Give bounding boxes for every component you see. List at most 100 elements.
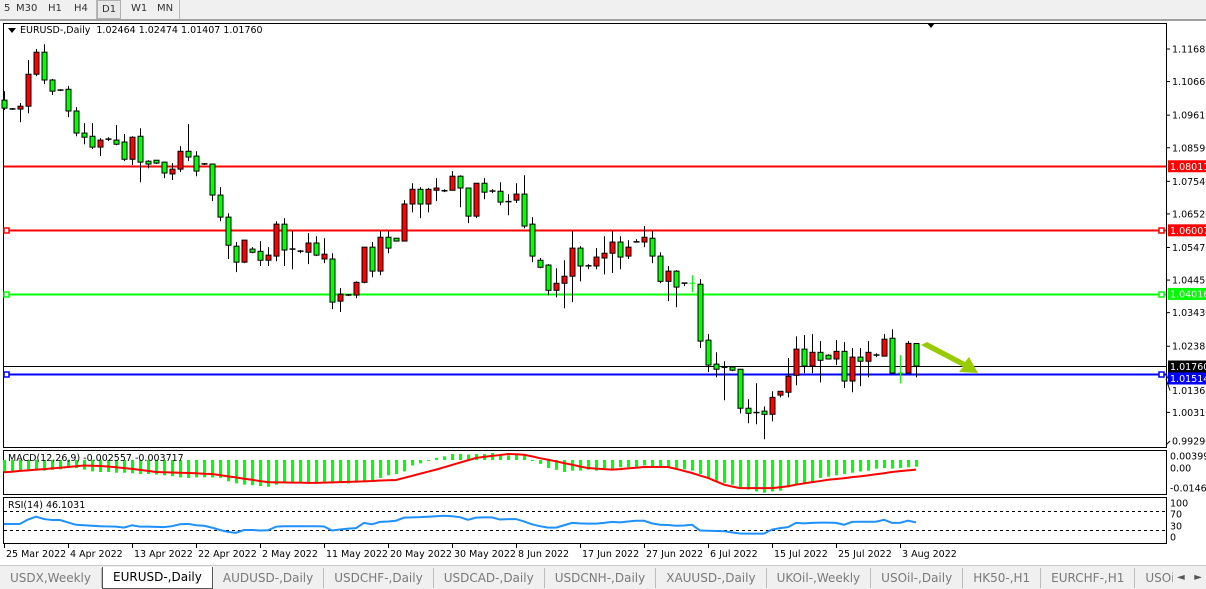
macd-histogram-bar <box>539 460 542 464</box>
candle-body <box>802 349 807 366</box>
macd-histogram-bar <box>875 460 878 469</box>
scroll-left-icon[interactable]: ◄ <box>1177 572 1185 583</box>
candle <box>530 217 535 262</box>
candle-body <box>810 352 815 366</box>
date-axis-label: 4 Apr 2022 <box>70 549 123 560</box>
macd-histogram-bar <box>563 460 566 472</box>
candle-body <box>354 282 359 295</box>
rsi-axis-label: 70 <box>1170 510 1182 521</box>
candle-body <box>178 151 183 169</box>
tab-usdcnh-daily[interactable]: USDCNH-,Daily <box>545 568 657 588</box>
candle-body <box>274 224 279 256</box>
macd-histogram-bar <box>611 460 614 469</box>
candle-body <box>2 100 7 108</box>
macd-histogram-bar <box>691 460 694 471</box>
candle <box>474 183 479 218</box>
date-axis-label: 20 May 2022 <box>390 549 452 560</box>
macd-histogram-bar <box>603 460 606 469</box>
candle-body <box>450 176 455 190</box>
macd-histogram-bar <box>683 460 686 469</box>
candle <box>658 252 663 283</box>
candle-body <box>50 80 55 91</box>
macd-histogram-bar <box>795 460 798 485</box>
macd-histogram-bar <box>627 460 630 467</box>
price-axis-label: 1.04450 <box>1172 276 1206 287</box>
candle <box>362 247 367 283</box>
date-axis-label: 11 May 2022 <box>326 549 388 560</box>
candle-body <box>914 344 919 366</box>
date-axis-label: 27 Jun 2022 <box>646 549 703 560</box>
tab-usoil-daily[interactable]: USOil-,Daily <box>871 568 963 588</box>
candle-body <box>82 133 87 137</box>
macd-histogram-bar <box>547 460 550 468</box>
candle-body <box>18 106 23 109</box>
candle-body <box>714 364 719 369</box>
macd-histogram-bar <box>787 460 790 487</box>
candle-body <box>674 271 679 287</box>
line-handle <box>4 372 9 377</box>
tab-usoil-partial[interactable]: USOil-,I <box>1135 568 1173 588</box>
candle <box>826 354 831 359</box>
macd-histogram-bar <box>867 460 870 471</box>
candle-body <box>362 247 367 282</box>
candle-body <box>186 151 191 157</box>
macd-histogram-bar <box>251 460 254 485</box>
candle-body <box>162 162 167 173</box>
line-handle <box>1159 372 1164 377</box>
price-axis-label: 1.02380 <box>1172 342 1206 353</box>
candle-body <box>546 265 551 290</box>
tab-xauusd-daily[interactable]: XAUUSD-,Daily <box>656 568 766 588</box>
candle-body <box>370 247 375 271</box>
tab-usdchf-daily[interactable]: USDCHF-,Daily <box>324 568 433 588</box>
macd-histogram-bar <box>291 460 294 483</box>
macd-histogram-bar <box>395 460 398 474</box>
candle-body <box>458 176 463 188</box>
candle-body <box>474 183 479 216</box>
macd-axis-label: 0.00 <box>1170 464 1191 475</box>
candle-body <box>66 89 71 111</box>
macd-histogram-bar <box>243 460 246 485</box>
candle-body <box>618 242 623 257</box>
macd-histogram-bar <box>731 460 734 485</box>
candle-body <box>770 397 775 414</box>
tab-eurusd-daily[interactable]: EURUSD-,Daily <box>102 567 213 589</box>
candle-body <box>850 357 855 381</box>
macd-histogram-bar <box>827 460 830 477</box>
macd-histogram-bar <box>315 460 318 483</box>
chart-legend: EURUSD-,Daily 1.02464 1.02474 1.01407 1.… <box>8 25 263 36</box>
dropdown-triangle-icon[interactable] <box>8 28 16 33</box>
macd-histogram-bar <box>643 460 646 465</box>
candle-body <box>466 188 471 216</box>
candle-body <box>74 111 79 133</box>
tab-ukoil-weekly[interactable]: UKOil-,Weekly <box>767 568 872 588</box>
candle-body <box>626 247 631 256</box>
candle <box>34 49 39 76</box>
macd-histogram-bar <box>363 460 366 481</box>
scroll-right-icon[interactable]: ► <box>1194 572 1202 583</box>
macd-histogram-bar <box>451 454 454 460</box>
candle-body <box>858 357 863 361</box>
date-axis-label: 25 Mar 2022 <box>6 549 66 560</box>
candle <box>730 367 735 371</box>
candle-body <box>282 224 287 250</box>
tab-usdx-weekly[interactable]: USDX,Weekly <box>0 568 102 588</box>
candle-body <box>314 243 319 255</box>
price-axis-label: 1.06520 <box>1172 209 1206 220</box>
tab-audusd-daily[interactable]: AUDUSD-,Daily <box>213 568 324 588</box>
tab-eurchf-h1[interactable]: EURCHF-,H1 <box>1041 568 1135 588</box>
macd-histogram-bar <box>891 460 894 469</box>
tab-usdcad-daily[interactable]: USDCAD-,Daily <box>434 568 545 588</box>
macd-histogram-bar <box>235 460 238 483</box>
chart-tabs: USDX,Weekly EURUSD-,Daily AUDUSD-,Daily … <box>0 565 1206 589</box>
chart-canvas[interactable]: 1.116801.106601.096101.085901.080111.075… <box>0 0 1206 565</box>
price-axis-label: 1.11680 <box>1172 45 1206 56</box>
candle-body <box>130 137 135 159</box>
macd-histogram-bar <box>283 460 286 483</box>
macd-histogram-bar <box>323 460 326 483</box>
tab-hk50-h1[interactable]: HK50-,H1 <box>963 568 1041 588</box>
candle-body <box>322 254 327 259</box>
macd-histogram-bar <box>227 460 230 481</box>
line-handle <box>1159 292 1164 297</box>
macd-histogram-bar <box>907 460 910 467</box>
candle-body <box>418 189 423 204</box>
